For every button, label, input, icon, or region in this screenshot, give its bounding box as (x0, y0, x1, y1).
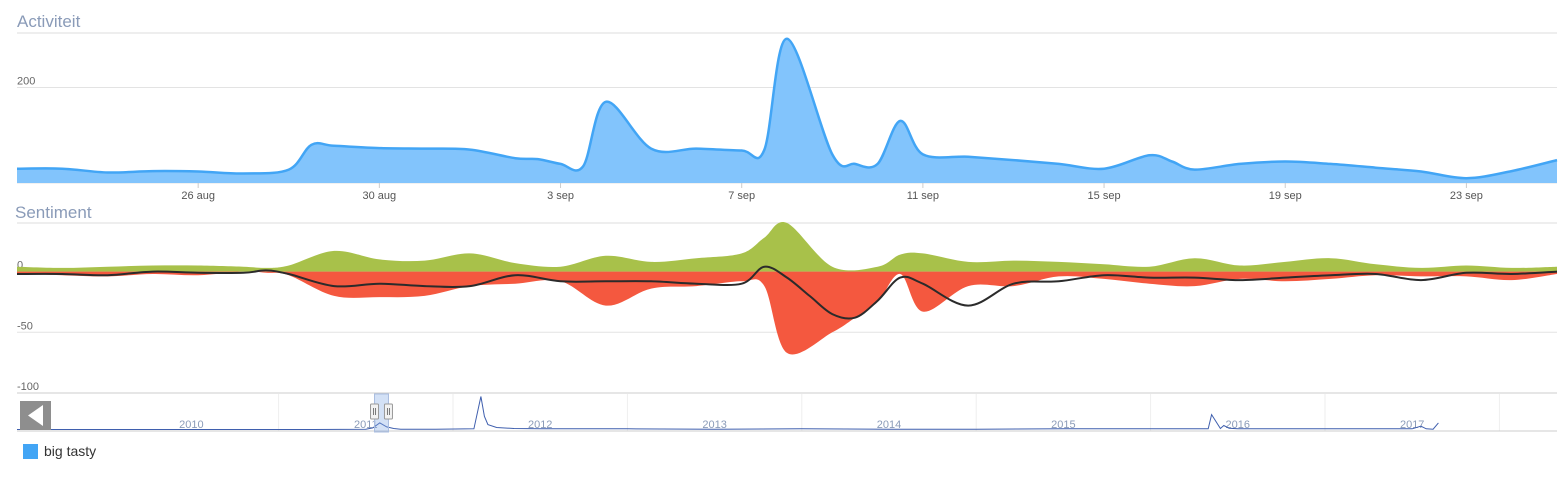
navigator-selection[interactable] (370, 393, 393, 433)
navigator-tick-label: 2014 (877, 419, 901, 431)
navigator[interactable]: 2010 2011 2012 2013 2014 2015 2016 2017 (17, 392, 1557, 433)
arrow-left-icon (28, 405, 43, 426)
sentiment-y-tick-label: -50 (17, 320, 33, 332)
activity-x-tick-label: 7 sep (728, 190, 755, 202)
navigator-handle-left[interactable] (370, 403, 380, 420)
navigator-tick-label: 2015 (1051, 419, 1075, 431)
sentiment-y-tick-label: -100 (17, 381, 39, 393)
sentiment-y-tick-label: 0 (17, 260, 23, 272)
activity-line (16, 37, 1558, 180)
navigator-tick-label: 2013 (702, 419, 726, 431)
sentiment-negative-area (17, 271, 1557, 355)
activity-x-tick-label: 30 aug (363, 190, 397, 202)
navigator-handle-right[interactable] (383, 403, 393, 420)
activity-x-axis: 26 aug 30 aug 3 sep 7 sep 11 sep 15 sep 19 sep… (181, 183, 1483, 202)
legend: big tasty (23, 443, 96, 459)
activity-x-tick-label: 26 aug (181, 190, 215, 202)
sentiment-net-line (16, 265, 1558, 320)
navigator-series (17, 396, 1439, 430)
navigator-tick-label: 2010 (179, 419, 203, 431)
activity-title: Activiteit (17, 12, 81, 31)
sentiment-series (16, 221, 1558, 355)
activity-series (16, 37, 1558, 183)
navigator-line (17, 396, 1439, 430)
activity-x-tick-label: 11 sep (907, 190, 939, 202)
sentiment-panel: Sentiment 0 -50 -100 (15, 203, 1558, 393)
navigator-tick-label: 2012 (528, 419, 552, 431)
sentiment-title: Sentiment (15, 203, 92, 222)
activity-y-tick-label: 200 (17, 76, 35, 88)
activity-area (17, 38, 1557, 183)
legend-label[interactable]: big tasty (44, 443, 97, 459)
activity-x-tick-label: 23 sep (1450, 190, 1483, 202)
activity-x-tick-label: 19 sep (1269, 190, 1302, 202)
navigator-back-button[interactable] (20, 401, 51, 430)
sentiment-positive-area (17, 221, 1557, 272)
activity-x-tick-label: 15 sep (1088, 190, 1121, 202)
legend-swatch[interactable] (23, 443, 38, 459)
navigator-ticks: 2010 2011 2012 2013 2014 2015 2016 2017 (179, 394, 1500, 431)
navigator-tick-label: 2017 (1400, 419, 1424, 431)
activity-x-tick-label: 3 sep (547, 190, 574, 202)
